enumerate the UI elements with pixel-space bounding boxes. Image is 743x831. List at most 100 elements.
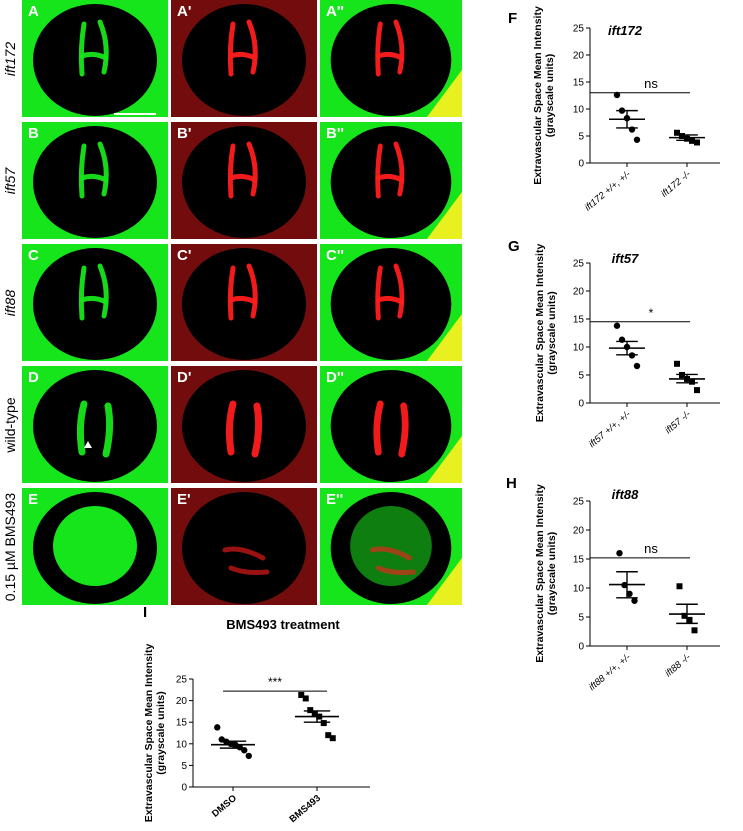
panel-label: D'': [326, 369, 344, 386]
panel-label: A: [28, 3, 39, 20]
micrograph-panel: A'': [320, 0, 462, 117]
data-point: [302, 695, 309, 702]
y-tick-label: 10: [573, 584, 585, 595]
y-tick-label: 25: [176, 675, 188, 686]
vessel: [79, 51, 109, 61]
vessel: [228, 295, 258, 305]
vessel: [375, 173, 405, 183]
y-tick-label: 25: [573, 259, 585, 270]
chart-title: ift57: [612, 251, 640, 266]
eye-shape: [182, 370, 306, 482]
y-tick-label: 25: [573, 497, 585, 508]
y-tick-label: 0: [578, 642, 584, 653]
vessel: [78, 265, 87, 321]
vessel: [375, 143, 383, 199]
vessel: [222, 546, 266, 561]
micrograph-image: [320, 366, 462, 483]
panel-label: A': [177, 3, 192, 20]
y-tick-label: 15: [176, 718, 188, 729]
micrograph-image: [171, 488, 317, 605]
data-point: [691, 627, 698, 634]
data-point: [325, 732, 332, 739]
data-point: [245, 752, 252, 760]
vessel: [97, 263, 109, 319]
eye-shape: [33, 4, 157, 116]
micrograph-image: [22, 366, 168, 483]
diffuse-leak-glow: [350, 506, 432, 586]
micrograph-panel: B': [171, 122, 317, 239]
eye-shape: [33, 248, 157, 360]
vessel: [79, 295, 109, 305]
vessel: [393, 263, 405, 319]
data-point: [311, 710, 318, 717]
data-point: [320, 720, 327, 727]
y-tick-label: 15: [573, 78, 585, 89]
y-tick-label: 10: [573, 343, 585, 354]
vessel: [373, 400, 384, 456]
vessel: [228, 51, 258, 61]
y-tick-label: 0: [181, 783, 187, 794]
significance-label: *: [649, 306, 654, 320]
x-tick-label: BMS493: [288, 793, 323, 825]
data-point: [694, 387, 700, 394]
figure-panel-letter: I: [143, 604, 148, 621]
micrograph-image: [171, 122, 317, 239]
vessel: [375, 295, 405, 305]
micrograph-panel: D': [171, 366, 317, 483]
micrograph-panel: D: [22, 366, 168, 483]
vessel: [370, 546, 412, 561]
vessel: [228, 565, 270, 575]
micrograph-image: [22, 0, 168, 117]
micrograph-panel: C: [22, 244, 168, 361]
eye-shape: [330, 4, 452, 116]
micrograph-panel: B: [22, 122, 168, 239]
chart-title: ift88: [612, 487, 640, 502]
y-tick-label: 15: [573, 555, 585, 566]
y-tick-label: 20: [573, 51, 585, 62]
y-axis-label: Extravascular Space Mean Intensity: [534, 484, 546, 663]
y-tick-label: 15: [573, 315, 585, 326]
y-axis-label: Extravascular Space Mean Intensity: [143, 644, 155, 823]
y-axis-label: (grayscale units): [546, 291, 558, 374]
eye-shape: [33, 370, 157, 482]
y-axis-label: Extravascular Space Mean Intensity: [532, 6, 544, 185]
vessel: [225, 400, 237, 456]
micrograph-image: [320, 0, 462, 117]
data-point: [689, 378, 695, 385]
figure-panel-letter: G: [508, 238, 520, 255]
y-tick-label: 20: [573, 287, 585, 298]
eye-shape: [182, 248, 306, 360]
data-point: [681, 612, 688, 619]
micrograph-image: [320, 122, 462, 239]
y-tick-label: 20: [573, 526, 585, 537]
eye-shape: [182, 4, 306, 116]
micrograph-image: [22, 122, 168, 239]
vessel: [393, 19, 405, 75]
eye-shape: [330, 248, 452, 360]
vessel: [375, 51, 405, 61]
significance-label: ns: [644, 76, 658, 91]
data-point: [633, 136, 641, 143]
panel-label: C: [28, 247, 39, 264]
figure-panel-letter: H: [506, 475, 517, 492]
eye-shape: [182, 126, 306, 238]
panel-label: B': [177, 125, 192, 142]
data-point: [674, 360, 680, 367]
vessel: [227, 21, 236, 77]
data-point: [686, 616, 693, 623]
micrograph-image: [22, 244, 168, 361]
y-axis-label: (grayscale units): [155, 691, 167, 774]
y-tick-label: 0: [578, 159, 584, 170]
vessel: [375, 265, 383, 321]
eye-shape: [33, 126, 157, 238]
micrograph-panel: A: [22, 0, 168, 117]
vessel: [97, 19, 109, 75]
y-tick-label: 10: [573, 105, 585, 116]
data-point: [307, 707, 314, 714]
panel-label: A'': [326, 3, 344, 20]
